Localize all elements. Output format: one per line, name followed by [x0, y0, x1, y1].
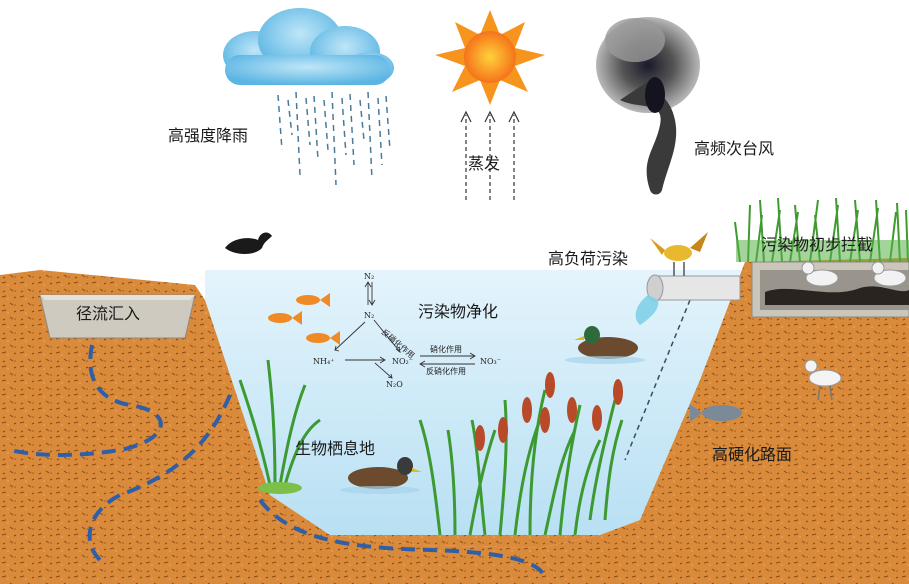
interception-filter-rock — [765, 286, 909, 305]
typhoon-label: 高频次台风 — [694, 139, 775, 158]
cattail-heads — [475, 372, 623, 451]
biological-habitat-label: 生物栖息地 — [295, 439, 376, 458]
grey-fish-icon — [690, 404, 742, 422]
heavy-rain-label: 高强度降雨 — [168, 126, 249, 145]
rain-streaks — [277, 91, 391, 186]
underground-drain-line — [87, 394, 232, 562]
reed-grass-cluster — [418, 389, 624, 536]
rain-cloud-icon — [223, 8, 394, 85]
runoff-inlet-top — [40, 295, 195, 300]
pollutant-purification-label: 污染物净化 — [418, 302, 499, 321]
orange-fish-icon — [268, 293, 340, 345]
flying-duck-icon — [225, 232, 272, 254]
evaporation-arrows — [460, 110, 520, 200]
right-bank-slope-line — [624, 299, 691, 461]
outfall-pipe — [635, 274, 741, 325]
typhoon-icon — [596, 17, 700, 195]
evaporation-label: 蒸发 — [468, 154, 501, 173]
seagull-icon — [801, 261, 839, 287]
n2o-label: N₂O — [386, 380, 403, 389]
n2-lower-label: N₂ — [364, 311, 374, 320]
aquatic-plants-left — [238, 359, 321, 486]
runoff-inflow-label: 径流汇入 — [76, 304, 141, 323]
seagull-icon — [804, 359, 842, 401]
underground-drain-line — [9, 344, 163, 457]
pond-water — [205, 270, 750, 535]
pond-bottom-soil — [330, 535, 600, 548]
no2-label: NO₂⁻ — [392, 357, 413, 366]
seagull-icon — [871, 261, 907, 287]
hardened-pavement-label: 高硬化路面 — [712, 445, 793, 464]
right-soil-bank — [540, 258, 909, 584]
nh4-label: NH₄⁺ — [313, 357, 334, 366]
nitrification-label: 硝化作用 — [430, 344, 462, 354]
underground-drain-line — [258, 498, 547, 579]
left-soil-bank — [0, 270, 560, 584]
plant-base — [258, 482, 302, 494]
yellow-bird-icon — [650, 232, 708, 276]
pollutant-interception-label: 污染物初步拦截 — [761, 235, 874, 254]
denitrification-label-lower: 反硝化作用 — [426, 366, 466, 376]
sun-icon — [435, 10, 545, 105]
swimming-duck-icon — [340, 457, 422, 494]
no3-label: NO₃⁻ — [480, 357, 501, 366]
grass-bed — [736, 240, 909, 262]
n2-label: N₂ — [364, 272, 374, 281]
high-load-pollution-label: 高负荷污染 — [548, 249, 629, 268]
nitrogen-cycle-diagram — [334, 281, 476, 379]
swimming-duck-icon — [565, 326, 645, 364]
